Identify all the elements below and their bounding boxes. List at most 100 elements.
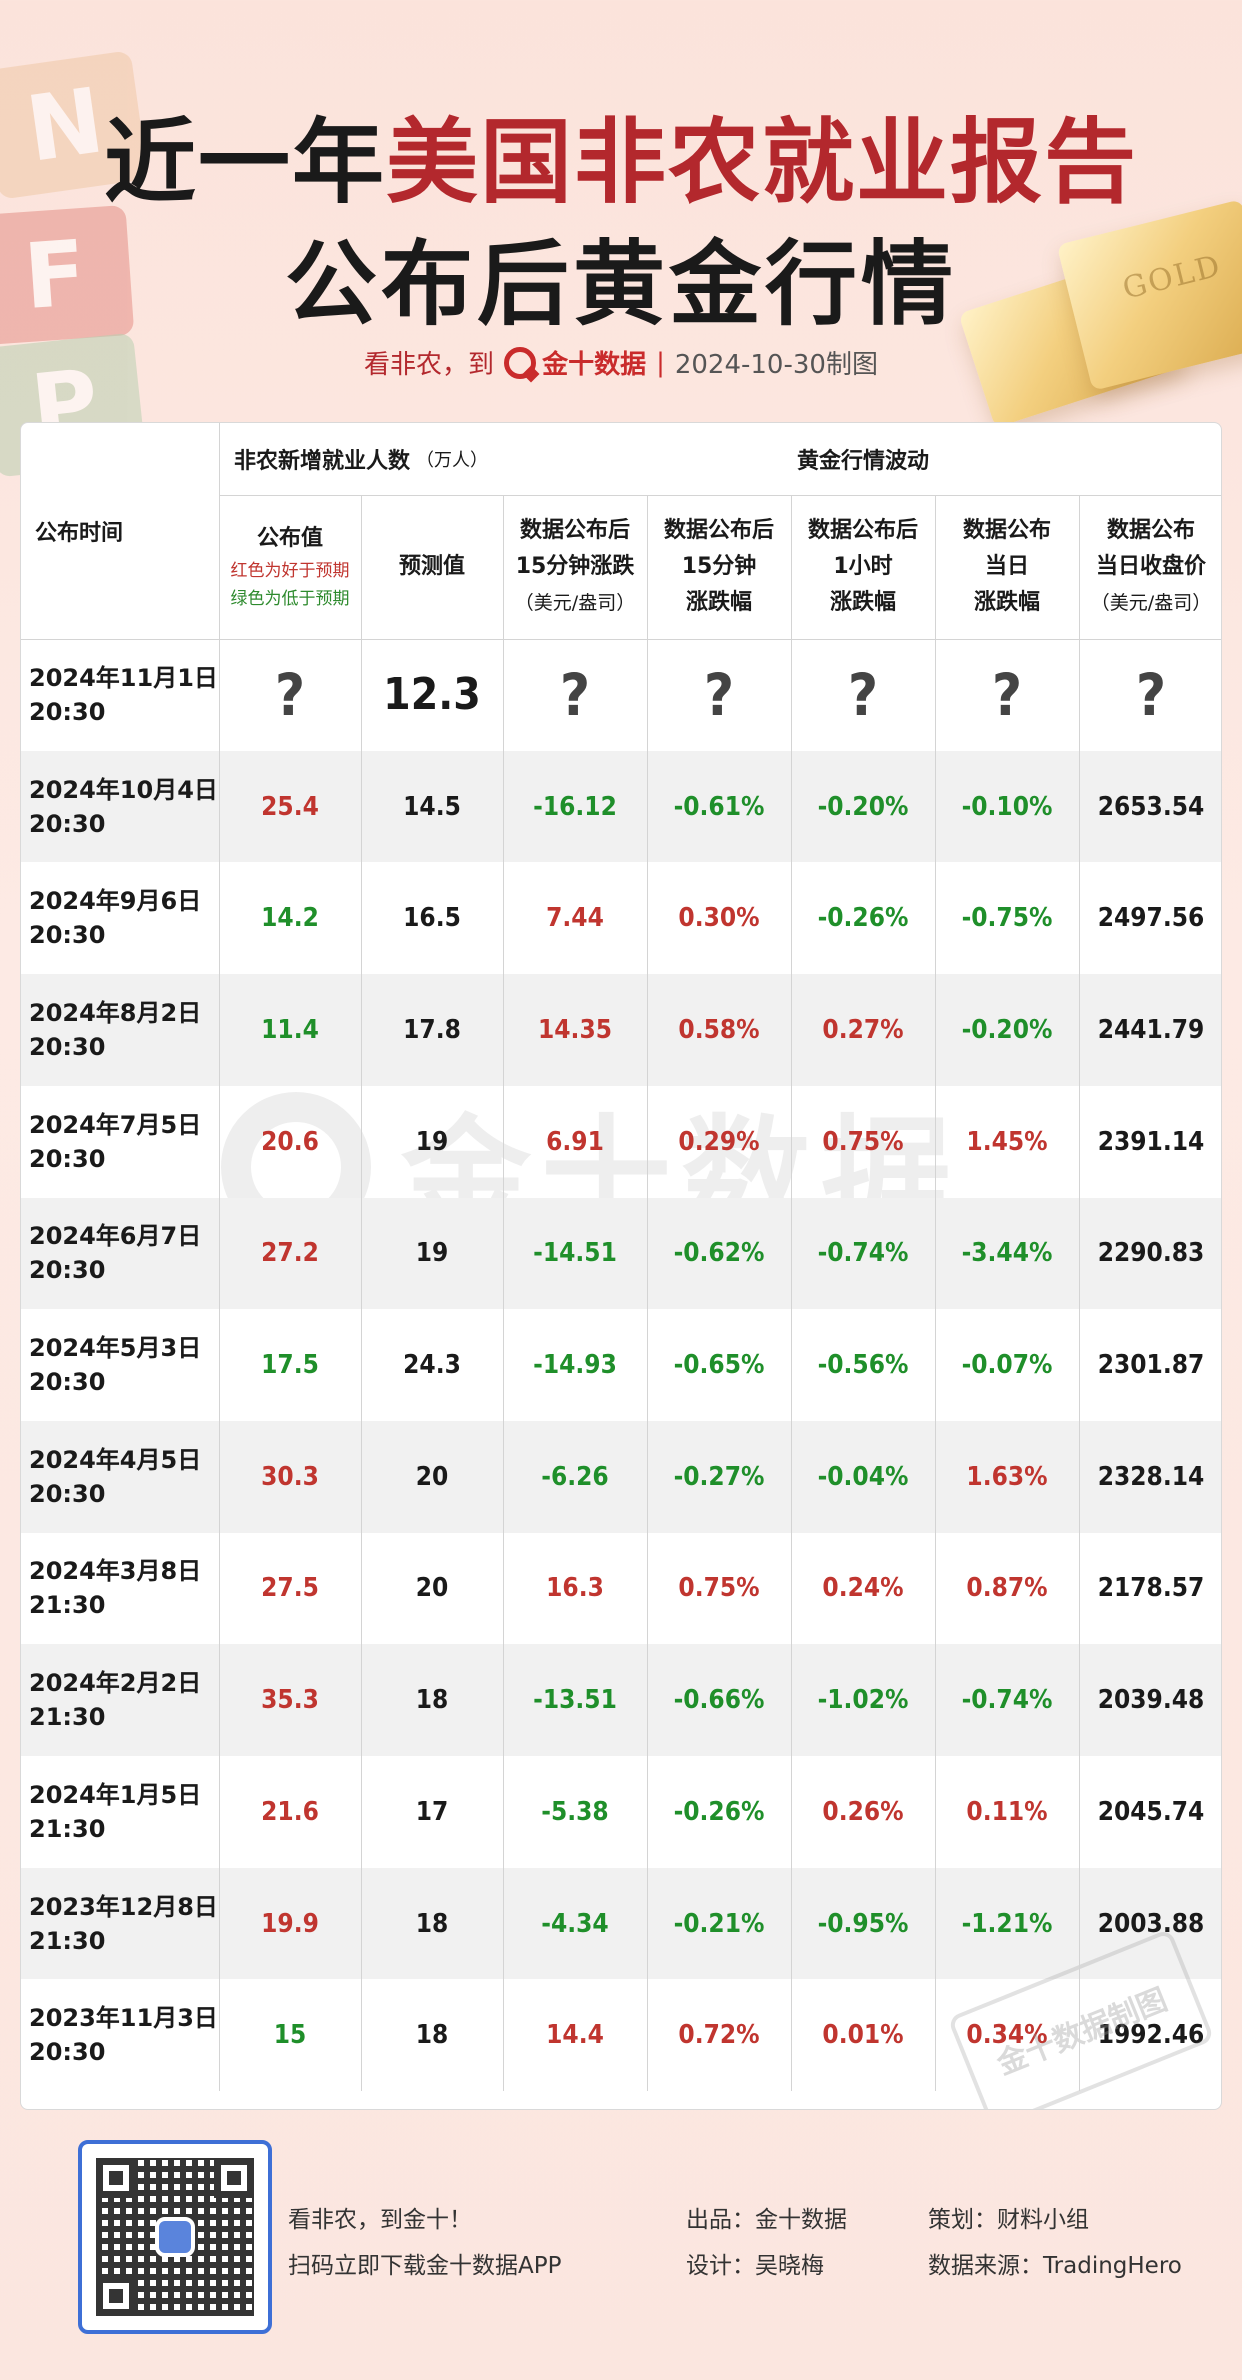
header-pct1h: 数据公布后 1小时 涨跌幅 xyxy=(791,495,935,639)
release-time: 2024年6月7日 20:30 xyxy=(21,1198,219,1310)
release-clock: 20:30 xyxy=(29,1479,106,1508)
pct-day: -0.74% xyxy=(961,1685,1053,1716)
pct-day: 1.45% xyxy=(966,1126,1048,1157)
close-price: 2039.48 xyxy=(1097,1685,1205,1716)
release-date: 2024年3月8日 xyxy=(29,1557,202,1586)
actual-value: 14.2 xyxy=(261,903,319,934)
grid-line xyxy=(935,495,936,2092)
header-chg15: 数据公布后 15分钟涨跌 （美元/盎司） xyxy=(503,495,647,639)
release-time: 2024年2月2日 21:30 xyxy=(21,1644,219,1756)
release-date: 2023年12月8日 xyxy=(29,1892,218,1921)
actual-value: 21.6 xyxy=(261,1796,319,1827)
close-price: 2301.87 xyxy=(1097,1350,1205,1381)
table-row: 2024年2月2日 21:30 35.3 18 -13.51 -0.66% -1.02% -0… xyxy=(21,1644,1221,1756)
qr-code[interactable] xyxy=(78,2140,272,2334)
header-nfp-title: 非农新增就业人数 xyxy=(233,449,410,474)
change-15min: -16.12 xyxy=(533,791,617,822)
footer-producer: 出品：金十数据 xyxy=(686,2207,847,2233)
actual-value: 25.4 xyxy=(261,791,319,822)
header-pct15-l1: 数据公布后 xyxy=(663,518,774,543)
header-actual: 公布值 红色为好于预期 绿色为低于预期 xyxy=(219,495,361,639)
release-time: 2024年3月8日 21:30 xyxy=(21,1533,219,1645)
header-nfp-group: 非农新增就业人数 （万人） xyxy=(219,423,503,495)
close-price: 2003.88 xyxy=(1097,1908,1205,1939)
header-actual-label: 公布值 xyxy=(256,526,323,551)
header-actual-note-red: 红色为好于预期 xyxy=(230,561,350,581)
pct-day: -3.44% xyxy=(961,1238,1053,1269)
table-row: 2024年1月5日 21:30 21.6 17 -5.38 -0.26% 0.26% 0.11… xyxy=(21,1756,1221,1868)
page-title-line1: 近一年美国非农就业报告 xyxy=(0,88,1242,221)
pct-15min: -0.26% xyxy=(673,1796,765,1827)
table-row: 2024年8月2日 20:30 11.4 17.8 14.35 0.58% 0.27% -0.… xyxy=(21,974,1221,1086)
header-pct15-l3: 涨跌幅 xyxy=(685,590,752,615)
pct-day: -1.21% xyxy=(961,1908,1053,1939)
pct-day: 0.11% xyxy=(966,1796,1048,1827)
change-15min: 14.35 xyxy=(538,1014,612,1045)
change-15min: -6.26 xyxy=(541,1461,609,1492)
actual-value: 27.2 xyxy=(261,1238,319,1269)
change-15min: 6.91 xyxy=(546,1126,604,1157)
change-15min: -5.38 xyxy=(541,1796,609,1827)
close-price: 2497.56 xyxy=(1097,903,1205,934)
close-price: 1992.46 xyxy=(1097,2020,1205,2051)
footer-download-cta: 扫码立即下载金十数据APP xyxy=(288,2253,562,2279)
header-gold-group: 黄金行情波动 xyxy=(796,449,929,474)
qr-finder xyxy=(96,2276,136,2316)
brand-name: 金十数据 xyxy=(542,350,647,380)
actual-value: 15 xyxy=(273,2020,307,2051)
subtitle-lead: 看非农，到 xyxy=(364,350,495,380)
grid-line xyxy=(361,495,362,2092)
actual-value: ? xyxy=(274,660,306,729)
close-price: 2653.54 xyxy=(1097,791,1205,822)
pct-1h: 0.27% xyxy=(822,1014,904,1045)
grid-line xyxy=(219,495,1221,496)
pct-day: 0.87% xyxy=(966,1573,1048,1604)
header-close-l2: 当日收盘价 xyxy=(1095,554,1206,579)
actual-value: 19.9 xyxy=(261,1908,319,1939)
pct-15min: -0.21% xyxy=(673,1908,765,1939)
table-row: 2024年4月5日 20:30 30.3 20 -6.26 -0.27% -0.04% 1.6… xyxy=(21,1420,1221,1533)
chart-date: 2024-10-30制图 xyxy=(674,350,878,380)
actual-value: 20.6 xyxy=(261,1126,319,1157)
release-time: 2024年9月6日 20:30 xyxy=(21,862,219,974)
release-time: 2024年1月5日 21:30 xyxy=(21,1756,219,1868)
forecast-value: 14.5 xyxy=(403,791,461,822)
qr-finder xyxy=(214,2158,254,2198)
release-time: 2024年8月2日 20:30 xyxy=(21,974,219,1086)
pct-day: 0.34% xyxy=(966,2020,1048,2051)
pct-15min: 0.72% xyxy=(678,2020,760,2051)
header-pct15: 数据公布后 15分钟 涨跌幅 xyxy=(647,495,791,639)
header-chg15-l1: 数据公布后 xyxy=(519,518,630,543)
brand: 金十数据 xyxy=(504,344,646,381)
forecast-value: 16.5 xyxy=(403,903,461,934)
forecast-value: 18 xyxy=(415,2020,449,2051)
grid-line xyxy=(219,423,220,2092)
pct-15min: ? xyxy=(703,660,735,729)
change-15min: 16.3 xyxy=(546,1573,604,1604)
footer-slogan: 看非农，到金十！ xyxy=(288,2207,472,2233)
release-time: 2023年12月8日 21:30 xyxy=(21,1868,219,1980)
pct-day: -0.10% xyxy=(961,791,1053,822)
pct-15min: -0.27% xyxy=(673,1461,765,1492)
grid-line xyxy=(21,639,1221,640)
pct-1h: -0.74% xyxy=(817,1238,909,1269)
close-price: ? xyxy=(1135,660,1167,729)
change-15min: 14.4 xyxy=(546,2020,604,2051)
table-row: 2023年11月3日 20:30 15 18 14.4 0.72% 0.01% 0.34% 19… xyxy=(21,1979,1221,2091)
header-pctday: 数据公布 当日 涨跌幅 xyxy=(935,495,1079,639)
change-15min: ? xyxy=(559,660,591,729)
header-close-unit: （美元/盎司） xyxy=(1090,592,1212,614)
change-15min: -14.93 xyxy=(533,1350,617,1381)
actual-value: 17.5 xyxy=(261,1350,319,1381)
pct-day: -0.75% xyxy=(961,903,1053,934)
header-close-l1: 数据公布 xyxy=(1106,518,1195,543)
header-pub-time: 公布时间 xyxy=(35,521,124,546)
grid-line xyxy=(791,495,792,2092)
header-nfp-unit: （万人） xyxy=(416,450,488,471)
change-15min: -14.51 xyxy=(533,1238,617,1269)
release-time: 2024年5月3日 20:30 xyxy=(21,1309,219,1421)
release-date: 2024年9月6日 xyxy=(29,887,202,916)
close-price: 2178.57 xyxy=(1097,1573,1205,1604)
app-logo-icon xyxy=(155,2217,195,2257)
qr-pattern xyxy=(96,2158,254,2316)
